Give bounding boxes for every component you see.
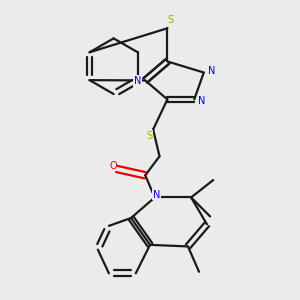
Text: N: N [208, 66, 215, 76]
Text: S: S [167, 15, 174, 26]
Text: N: N [199, 96, 206, 106]
Text: N: N [153, 190, 160, 200]
Text: O: O [109, 161, 117, 171]
Text: S: S [146, 131, 152, 141]
Text: N: N [134, 76, 141, 86]
